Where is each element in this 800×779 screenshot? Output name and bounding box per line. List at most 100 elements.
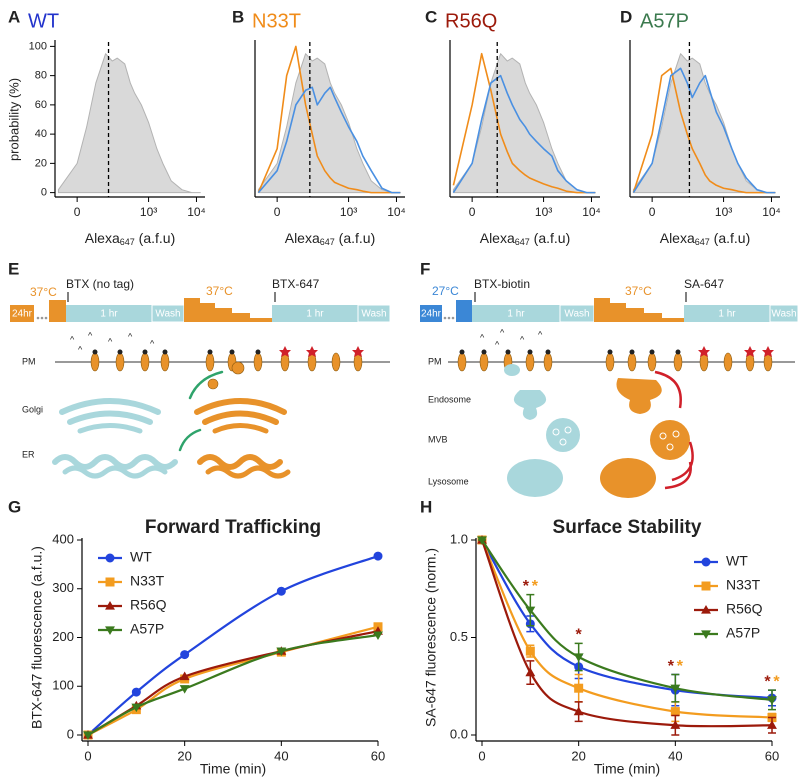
timeline-label: Wash (771, 309, 796, 320)
x-axis-label: Time (min) (200, 761, 266, 777)
chart-panel: G Forward Trafficking WT N33T R56Q A57P 0 100 20… (8, 497, 385, 776)
marker (180, 650, 190, 660)
chart-title: N33T (252, 10, 301, 32)
marker (701, 557, 711, 567)
marker (525, 667, 536, 677)
timeline-block (420, 305, 442, 322)
y-tick-label: 100 (29, 40, 47, 52)
panel-letter: C (425, 7, 437, 26)
timeline-block (357, 304, 391, 323)
marker (670, 684, 681, 694)
significance-mark: * (668, 658, 675, 675)
x-tick-label: 10³ (340, 205, 357, 219)
x-tick-label: 20 (177, 748, 191, 763)
y-axis-label: SA-647 fluorescence (norm.) (423, 548, 439, 727)
timeline-stairs (184, 298, 272, 322)
y-tick-label: 0 (41, 187, 47, 199)
y-tick-label: 60 (35, 99, 47, 111)
compartment-label: Golgi (22, 404, 43, 414)
panel-letter: G (8, 497, 21, 516)
x-tick-label: 0 (649, 205, 656, 219)
x-tick-label: 10⁴ (762, 205, 781, 219)
fit-line (87, 555, 379, 736)
chart-title: A57P (640, 10, 689, 32)
svg-text:^: ^ (495, 339, 500, 349)
histogram (452, 52, 596, 194)
temp-label: 27°C (432, 284, 459, 298)
panel-letter: B (232, 7, 244, 26)
treatment-label: SA-647 (684, 277, 724, 291)
dot (447, 316, 451, 320)
svg-text:^: ^ (108, 336, 113, 346)
x-tick-label: 20 (571, 748, 585, 763)
legend-label: A57P (726, 625, 760, 641)
chart-title: R56Q (445, 10, 497, 32)
timeline-label: Wash (361, 309, 386, 320)
x-tick-label: 10⁴ (187, 205, 206, 219)
legend-label: N33T (726, 577, 761, 593)
dot (451, 316, 455, 320)
treatment-label: BTX-biotin (474, 277, 530, 291)
organelles (504, 364, 690, 498)
marker (276, 586, 286, 596)
chart-title: Forward Trafficking (145, 517, 321, 538)
timeline-label: 24hr (421, 309, 442, 320)
x-axis-label: Alexa647 (a.f.u) (85, 230, 176, 248)
x-tick-label: 60 (371, 748, 385, 763)
timeline-label: 1 hr (100, 309, 118, 320)
timeline-block (49, 300, 66, 322)
marker (573, 653, 584, 662)
marker (131, 687, 141, 697)
timeline-block (10, 305, 34, 322)
y-axis-label: BTX-647 fluorescence (a.f.u.) (29, 546, 45, 729)
svg-text:^: ^ (78, 344, 83, 354)
significance-mark: * (677, 658, 684, 675)
diagram-f: F 27°C BTX-biotin 37°C SA-647 24hr 1 hr … (420, 259, 799, 498)
svg-text:^: ^ (538, 329, 543, 339)
y-tick-label: 40 (35, 128, 47, 140)
timeline-block (272, 305, 358, 322)
svg-text:^: ^ (88, 330, 93, 340)
timeline-label: Wash (155, 309, 180, 320)
timeline-label: 1 hr (507, 309, 525, 320)
timeline-label: 1 hr (718, 309, 736, 320)
x-axis-label-part: (a.f.u) (335, 230, 375, 246)
significance-mark: * (523, 578, 530, 595)
temp-label: 37°C (625, 284, 652, 298)
timeline-label: 1 hr (306, 309, 324, 320)
chart-panel: A WT 0 20 40 60 80 100 0 10³ 10⁴ probability (%) Ale… (6, 7, 205, 247)
marker (131, 703, 142, 713)
compartment-label: Endosome (428, 394, 471, 404)
x-axis-label: Time (min) (594, 761, 660, 777)
marker (105, 626, 115, 635)
x-axis-label-part: (a.f.u) (530, 230, 570, 246)
timeline-block (769, 304, 799, 323)
y-tick-label: 100 (52, 678, 74, 693)
timeline-label: Wash (564, 309, 589, 320)
significance-mark: * (773, 673, 780, 690)
marker (477, 536, 487, 545)
marker (767, 720, 777, 729)
legend-label: N33T (130, 573, 165, 589)
timeline-label: 24hr (12, 309, 33, 320)
x-axis-label-part: Alexa (660, 230, 695, 246)
x-tick-label: 10⁴ (387, 205, 406, 219)
x-tick-label: 0 (274, 205, 281, 219)
panel-letter: F (420, 259, 430, 278)
marker (276, 647, 287, 657)
y-tick-label: 400 (52, 531, 74, 546)
dot (36, 316, 40, 320)
x-axis-label: Alexa647 (a.f.u) (480, 230, 571, 248)
marker (670, 720, 681, 729)
marker (179, 685, 190, 694)
treatment-label: BTX (no tag) (66, 277, 134, 291)
compartment-label: PM (428, 356, 442, 366)
significance-mark: * (576, 627, 583, 644)
panel-letter: H (420, 497, 432, 516)
fit-line (87, 630, 379, 736)
marker (767, 696, 777, 705)
timeline-block (472, 305, 560, 322)
y-tick-label: 20 (35, 157, 47, 169)
compartment-label: MVB (428, 434, 448, 444)
